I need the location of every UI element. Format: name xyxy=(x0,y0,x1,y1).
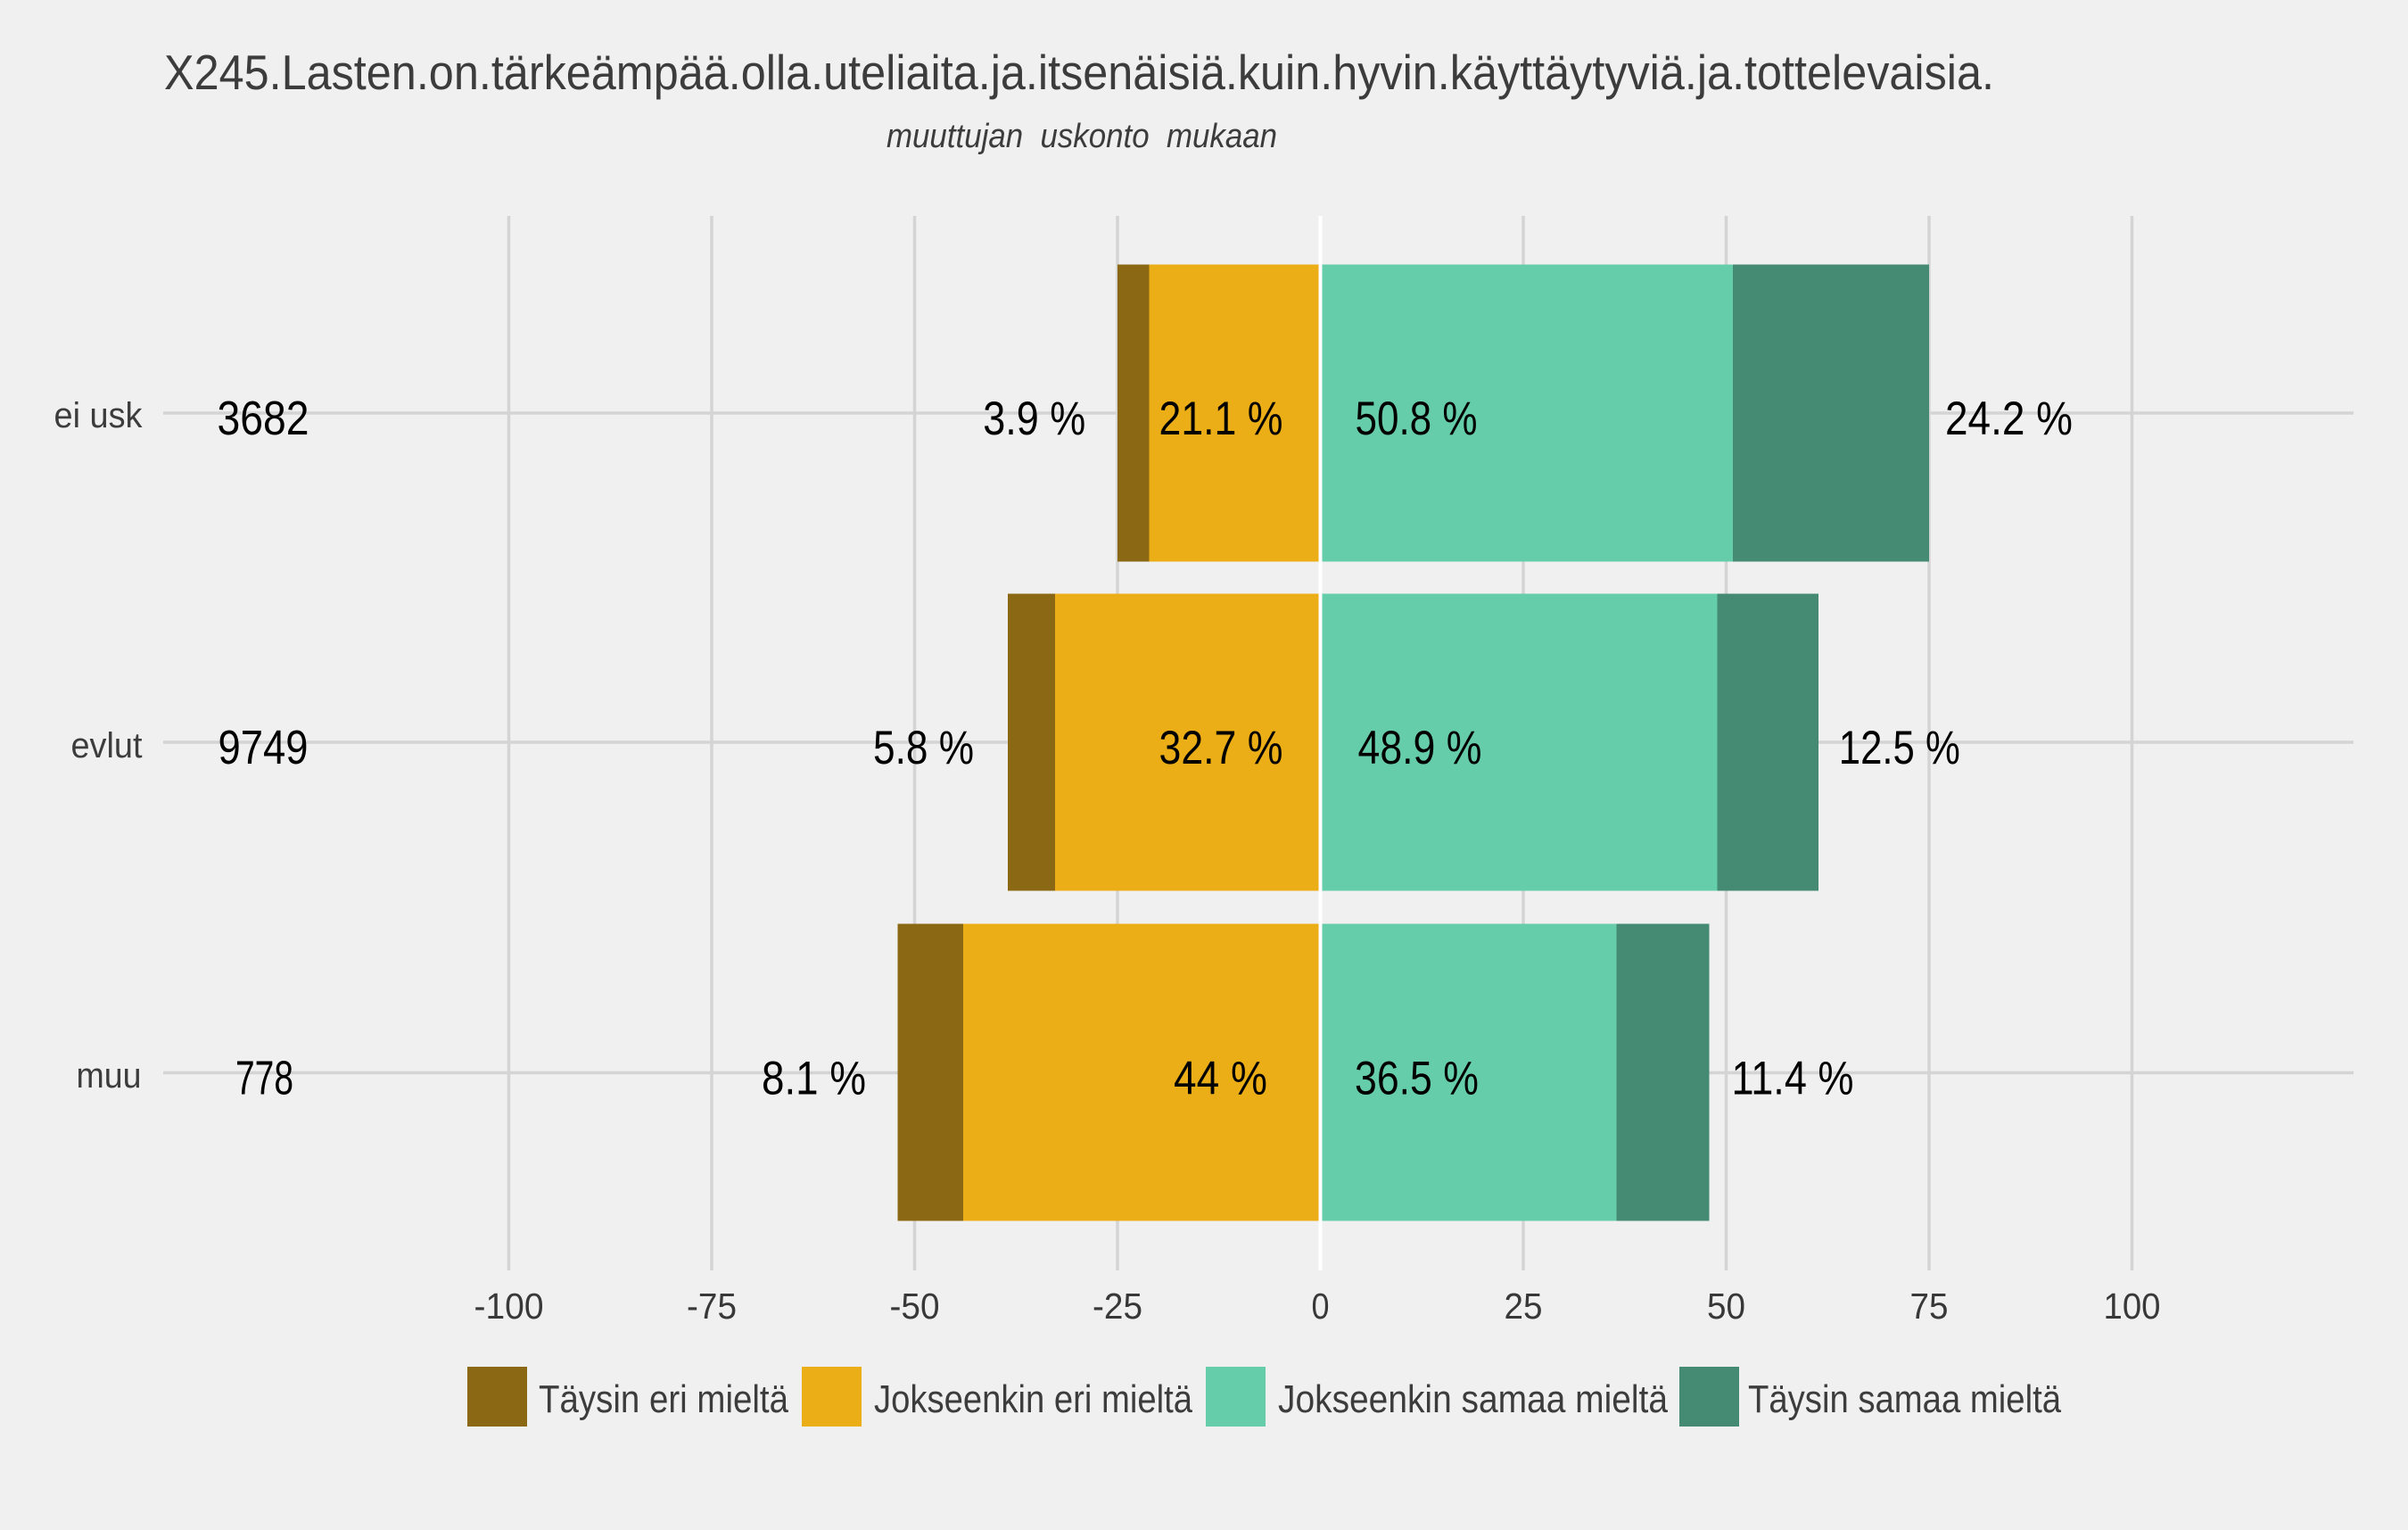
svg-text:32.7 %: 32.7 % xyxy=(1159,722,1283,774)
svg-text:25: 25 xyxy=(1505,1286,1543,1327)
svg-text:24.2 %: 24.2 % xyxy=(1945,393,2073,445)
svg-text:3.9 %: 3.9 % xyxy=(983,393,1085,445)
svg-text:9749: 9749 xyxy=(219,721,309,774)
svg-text:Jokseenkin samaa mieltä: Jokseenkin samaa mieltä xyxy=(1278,1377,1668,1421)
svg-text:X245.Lasten.on.tärkeämpää.olla: X245.Lasten.on.tärkeämpää.olla.uteliaita… xyxy=(164,45,1994,100)
svg-text:36.5 %: 36.5 % xyxy=(1355,1053,1479,1105)
svg-text:44 %: 44 % xyxy=(1174,1053,1267,1105)
svg-text:ei usk: ei usk xyxy=(54,396,144,435)
svg-text:75: 75 xyxy=(1910,1286,1949,1327)
svg-text:48.9 %: 48.9 % xyxy=(1358,722,1482,774)
svg-text:Jokseenkin eri mieltä: Jokseenkin eri mieltä xyxy=(874,1377,1192,1421)
svg-text:5.8 %: 5.8 % xyxy=(873,722,974,774)
svg-text:Täysin samaa mieltä: Täysin samaa mieltä xyxy=(1748,1377,2061,1421)
svg-text:11.4 %: 11.4 % xyxy=(1732,1053,1854,1105)
svg-text:100: 100 xyxy=(2104,1286,2161,1327)
svg-text:muuttujan uskonto mukaan: muuttujan uskonto mukaan xyxy=(887,118,1277,155)
svg-text:Täysin eri mieltä: Täysin eri mieltä xyxy=(539,1377,788,1421)
svg-text:evlut: evlut xyxy=(71,726,143,765)
svg-text:-25: -25 xyxy=(1093,1286,1142,1327)
svg-text:0: 0 xyxy=(1312,1286,1330,1327)
svg-text:12.5 %: 12.5 % xyxy=(1839,722,1960,774)
svg-text:778: 778 xyxy=(235,1052,293,1105)
svg-text:-75: -75 xyxy=(687,1286,737,1327)
svg-text:muu: muu xyxy=(77,1056,142,1096)
svg-text:50.8 %: 50.8 % xyxy=(1356,393,1478,445)
svg-text:50: 50 xyxy=(1707,1286,1745,1327)
svg-text:3682: 3682 xyxy=(218,392,309,445)
svg-text:21.1 %: 21.1 % xyxy=(1159,393,1283,445)
svg-text:-50: -50 xyxy=(890,1286,940,1327)
svg-text:-100: -100 xyxy=(474,1286,544,1327)
svg-text:8.1 %: 8.1 % xyxy=(762,1053,866,1105)
